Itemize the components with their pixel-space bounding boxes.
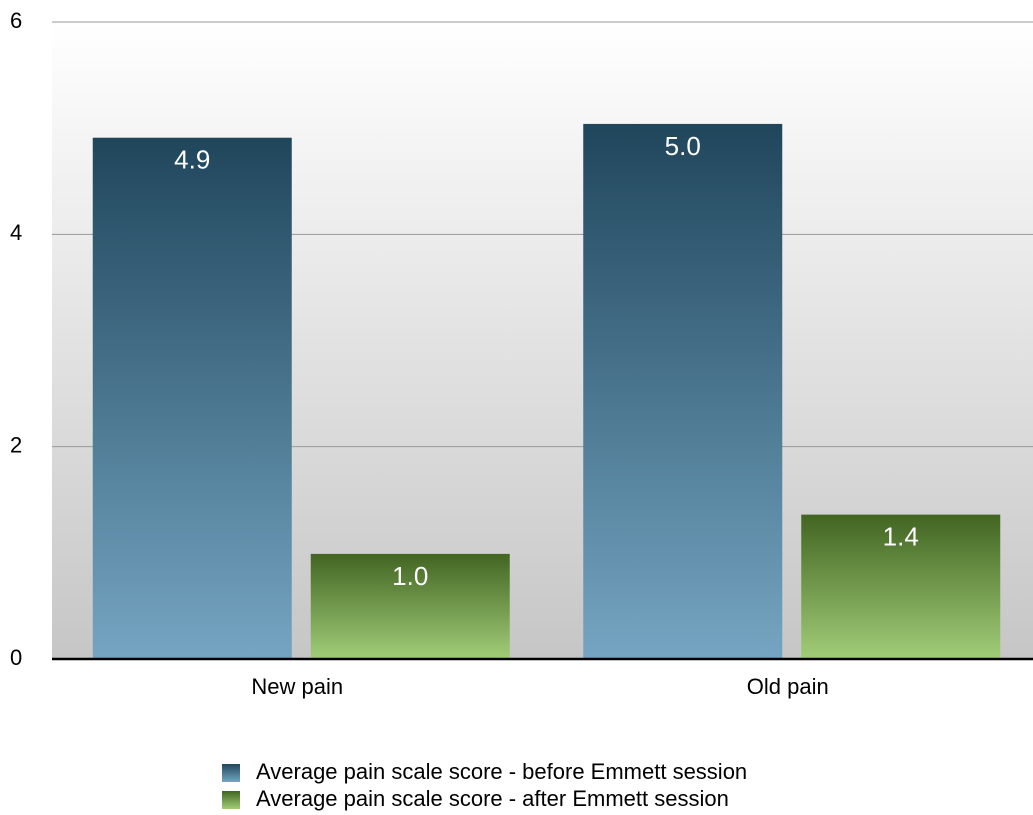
bar xyxy=(583,123,783,660)
bar xyxy=(310,553,510,659)
value-label: 4.9 xyxy=(174,145,210,175)
bar xyxy=(801,514,1001,659)
legend-label: Average pain scale score - after Emmett … xyxy=(256,786,729,811)
y-tick-label: 0 xyxy=(10,645,22,670)
legend-swatch xyxy=(222,791,240,809)
x-tick-label: New pain xyxy=(251,674,343,699)
value-label: 1.0 xyxy=(392,561,428,591)
x-tick-label: Old pain xyxy=(747,674,829,699)
y-tick-label: 4 xyxy=(10,220,22,245)
legend-swatch xyxy=(222,764,240,782)
y-tick-label: 2 xyxy=(10,432,22,457)
value-label: 5.0 xyxy=(665,131,701,161)
legend-label: Average pain scale score - before Emmett… xyxy=(256,759,747,784)
value-label: 1.4 xyxy=(883,521,919,551)
y-tick-label: 6 xyxy=(10,8,22,33)
bar xyxy=(92,137,292,659)
